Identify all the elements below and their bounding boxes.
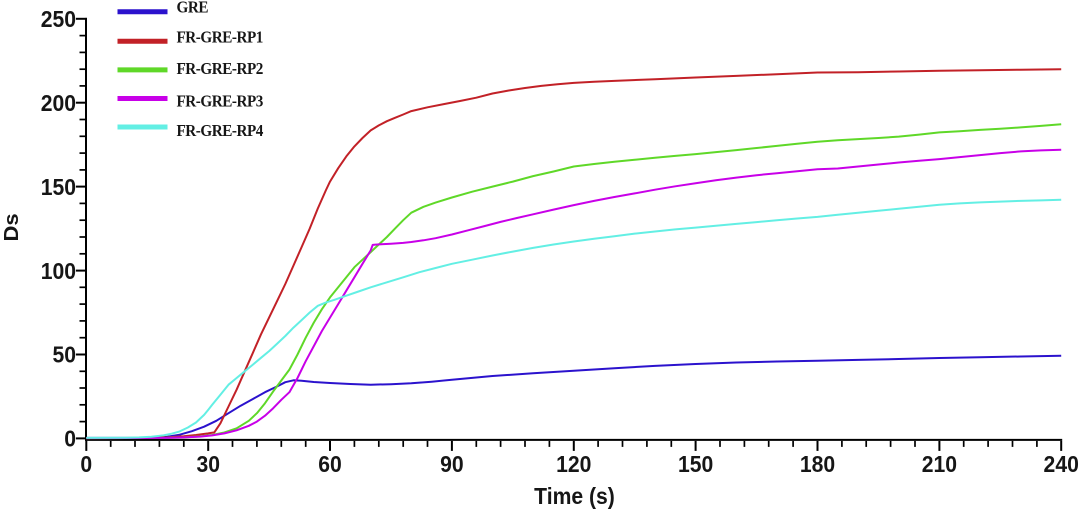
svg-text:FR-GRE-RP4: FR-GRE-RP4 (177, 122, 264, 140)
svg-text:210: 210 (922, 451, 957, 477)
svg-text:150: 150 (41, 174, 76, 200)
svg-text:GRE: GRE (177, 0, 209, 17)
svg-text:240: 240 (1044, 451, 1079, 477)
svg-text:Time (s): Time (s) (534, 483, 615, 509)
svg-text:50: 50 (52, 342, 76, 368)
svg-text:60: 60 (318, 451, 342, 477)
svg-text:0: 0 (80, 451, 92, 477)
svg-text:120: 120 (556, 451, 591, 477)
svg-text:100: 100 (41, 258, 76, 284)
svg-text:FR-GRE-RP3: FR-GRE-RP3 (177, 93, 264, 111)
svg-text:250: 250 (41, 6, 76, 32)
svg-text:90: 90 (440, 451, 464, 477)
svg-text:FR-GRE-RP2: FR-GRE-RP2 (177, 60, 264, 78)
svg-text:Ds: Ds (1, 213, 23, 241)
svg-text:FR-GRE-RP1: FR-GRE-RP1 (177, 29, 264, 47)
svg-text:180: 180 (800, 451, 835, 477)
svg-text:200: 200 (41, 90, 76, 116)
svg-text:30: 30 (196, 451, 220, 477)
svg-text:150: 150 (678, 451, 713, 477)
svg-text:0: 0 (64, 426, 76, 452)
